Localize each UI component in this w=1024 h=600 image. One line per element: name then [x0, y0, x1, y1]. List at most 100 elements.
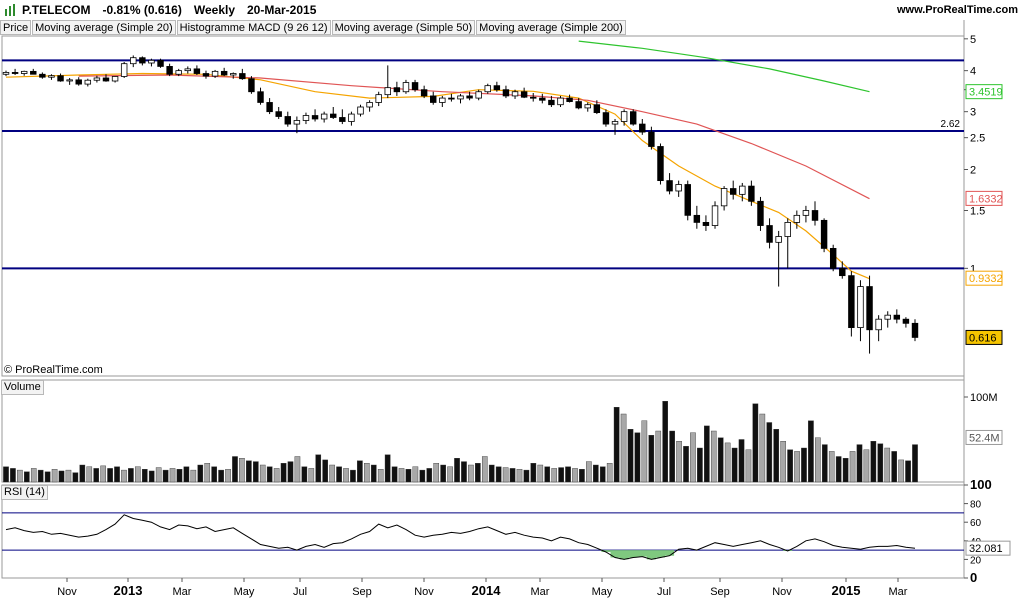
- volume-bar: [655, 430, 662, 483]
- watermark: © ProRealTime.com: [4, 364, 103, 376]
- volume-bar: [114, 466, 120, 483]
- volume-bar: [808, 420, 814, 483]
- candle-body: [102, 77, 110, 82]
- rsi-tick-label: 60: [970, 518, 982, 529]
- volume-bar: [863, 449, 870, 483]
- candle-body: [566, 97, 573, 102]
- candle-body: [148, 59, 155, 64]
- volume-bar: [565, 466, 571, 483]
- volume-bar: [613, 407, 620, 483]
- volume-bar: [905, 460, 911, 483]
- legend-macd[interactable]: Histogramme MACD (9 26 12): [176, 20, 331, 35]
- volume-bar: [10, 468, 16, 483]
- candle-body: [230, 73, 237, 76]
- volume-bar: [794, 451, 800, 483]
- volume-bar: [731, 447, 738, 483]
- price-frame: [1, 35, 965, 377]
- x-tick-label: Nov: [772, 586, 792, 598]
- volume-bar: [724, 442, 731, 483]
- candle-body: [575, 101, 582, 109]
- volume-bar: [211, 466, 217, 483]
- price-value-label: 1.6332: [969, 193, 1003, 205]
- volume-bar: [815, 437, 821, 483]
- candle-body: [493, 85, 501, 91]
- legend-price[interactable]: Price: [0, 20, 32, 35]
- candle-body: [602, 112, 610, 125]
- volume-bar: [17, 469, 23, 483]
- candle-body: [884, 314, 891, 320]
- candle-body: [611, 121, 619, 125]
- candle-body: [639, 123, 646, 133]
- candle-body: [439, 97, 446, 103]
- volume-pane: [3, 401, 918, 483]
- volume-bar: [107, 468, 113, 483]
- volume-bar: [141, 469, 148, 483]
- volume-bar: [586, 461, 592, 483]
- candle-body: [857, 286, 864, 328]
- volume-bar: [426, 468, 433, 483]
- volume-bar: [72, 472, 79, 483]
- legend-sma200[interactable]: Moving average (Simple 200): [476, 20, 626, 35]
- volume-bar: [44, 471, 51, 483]
- candle-body: [57, 75, 64, 82]
- volume-bar: [218, 469, 224, 483]
- rsi-tick-label: 40: [970, 537, 982, 548]
- volume-bar: [24, 471, 30, 483]
- volume-bar: [828, 451, 835, 483]
- volume-bar: [752, 403, 759, 483]
- volume-bar: [419, 469, 426, 483]
- rsi-pane: [2, 512, 964, 560]
- candle-body: [375, 94, 382, 103]
- candle-body: [666, 180, 673, 192]
- candle-body: [711, 205, 719, 226]
- candle-body: [766, 225, 773, 243]
- volume-bar: [870, 441, 877, 483]
- volume-bar: [197, 464, 204, 483]
- volume-bar: [579, 469, 585, 483]
- volume-bar: [898, 459, 904, 483]
- candle-body: [193, 68, 201, 74]
- volume-bar: [662, 401, 669, 483]
- period: Weekly: [193, 3, 235, 17]
- volume-bar: [343, 468, 349, 483]
- candle-body: [620, 111, 628, 122]
- candle-body: [339, 117, 346, 122]
- candle-body: [320, 113, 328, 120]
- candle-body: [20, 70, 28, 74]
- volume-bar: [30, 468, 37, 483]
- candle-body: [893, 314, 901, 320]
- chart-logo-icon: [5, 4, 15, 16]
- volume-bar: [169, 468, 176, 483]
- candle-body: [220, 70, 228, 76]
- volume-bar: [620, 413, 627, 483]
- volume-bar: [877, 443, 884, 483]
- volume-bar: [704, 425, 710, 483]
- candle-body: [30, 70, 37, 75]
- price-pane: 2.62: [2, 40, 964, 354]
- legend-sma50[interactable]: Moving average (Simple 50): [331, 20, 476, 35]
- candle-body: [184, 68, 192, 72]
- volume-bar: [440, 464, 446, 483]
- candle-body: [93, 77, 101, 81]
- volume-bar: [162, 469, 169, 483]
- candle-body: [11, 72, 19, 74]
- volume-bar: [287, 461, 294, 483]
- legend-sma20[interactable]: Moving average (Simple 20): [32, 20, 176, 35]
- candle-body: [811, 210, 819, 221]
- volume-bar: [128, 468, 134, 483]
- symbol-name: P.TELECOM: [22, 3, 91, 17]
- candle-body: [757, 200, 764, 226]
- rsi-tick-label: 0: [970, 570, 977, 585]
- candle-body: [293, 120, 301, 125]
- volume-bar: [745, 449, 752, 483]
- candle-body: [39, 73, 46, 78]
- candle-body: [875, 318, 882, 331]
- volume-bar: [336, 466, 342, 483]
- x-tick-label: Nov: [414, 586, 434, 598]
- volume-bar: [384, 454, 391, 483]
- volume-bar: [176, 469, 183, 483]
- site-url[interactable]: www.ProRealTime.com: [896, 4, 1018, 16]
- candle-body: [202, 73, 210, 77]
- candle-body: [284, 116, 292, 125]
- price-value-label-box: [965, 190, 1003, 206]
